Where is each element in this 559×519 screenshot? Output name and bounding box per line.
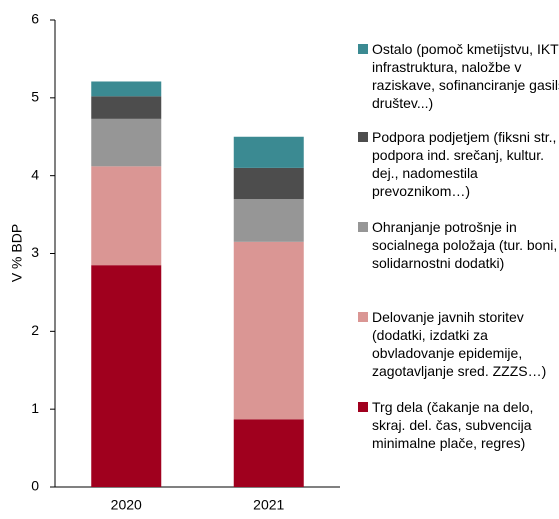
legend-swatch [358, 312, 368, 322]
x-tick-label: 2020 [111, 497, 142, 513]
y-tick-label: 5 [31, 89, 39, 105]
legend-swatch [358, 222, 368, 232]
bar-segment [91, 166, 162, 266]
legend-label: Delovanje javnih storitev (dodatki, izda… [372, 309, 547, 379]
legend-label: Ohranjanje potrošnje in socialnega polož… [372, 219, 558, 271]
legend-entry: Ostalo (pomoč kmetijstvu, IKT infrastruk… [358, 40, 559, 112]
bar-segment [91, 265, 162, 487]
bar-segment [233, 419, 304, 487]
legend-swatch [358, 132, 368, 142]
bar-segment [233, 241, 304, 420]
y-tick-label: 1 [31, 400, 39, 416]
y-tick-label: 0 [31, 478, 39, 494]
y-tick-label: 3 [31, 244, 39, 260]
legend-entry: Podpora podjetjem (fiksni str., podpora … [358, 128, 559, 200]
bar-segment [233, 167, 304, 200]
legend-label: Trg dela (čakanje na delo, skraj. del. č… [372, 399, 534, 451]
legend-label: Ostalo (pomoč kmetijstvu, IKT infrastruk… [372, 41, 559, 111]
y-axis-label: V % BDP [9, 224, 25, 282]
legend-swatch [358, 44, 368, 54]
y-tick-label: 6 [31, 11, 39, 27]
bar-segment [233, 199, 304, 242]
legend-entry: Ohranjanje potrošnje in socialnega polož… [358, 218, 559, 272]
legend-entry: Trg dela (čakanje na delo, skraj. del. č… [358, 398, 559, 452]
bar-segment [233, 136, 304, 168]
bar-segment [91, 118, 162, 167]
bar-segment [91, 81, 162, 97]
legend-label: Podpora podjetjem (fiksni str., podpora … [372, 129, 557, 199]
bar-segment [91, 96, 162, 119]
x-tick-label: 2021 [253, 497, 284, 513]
y-tick-label: 4 [31, 166, 39, 182]
y-tick-label: 2 [31, 322, 39, 338]
legend-entry: Delovanje javnih storitev (dodatki, izda… [358, 308, 559, 380]
legend-swatch [358, 402, 368, 412]
